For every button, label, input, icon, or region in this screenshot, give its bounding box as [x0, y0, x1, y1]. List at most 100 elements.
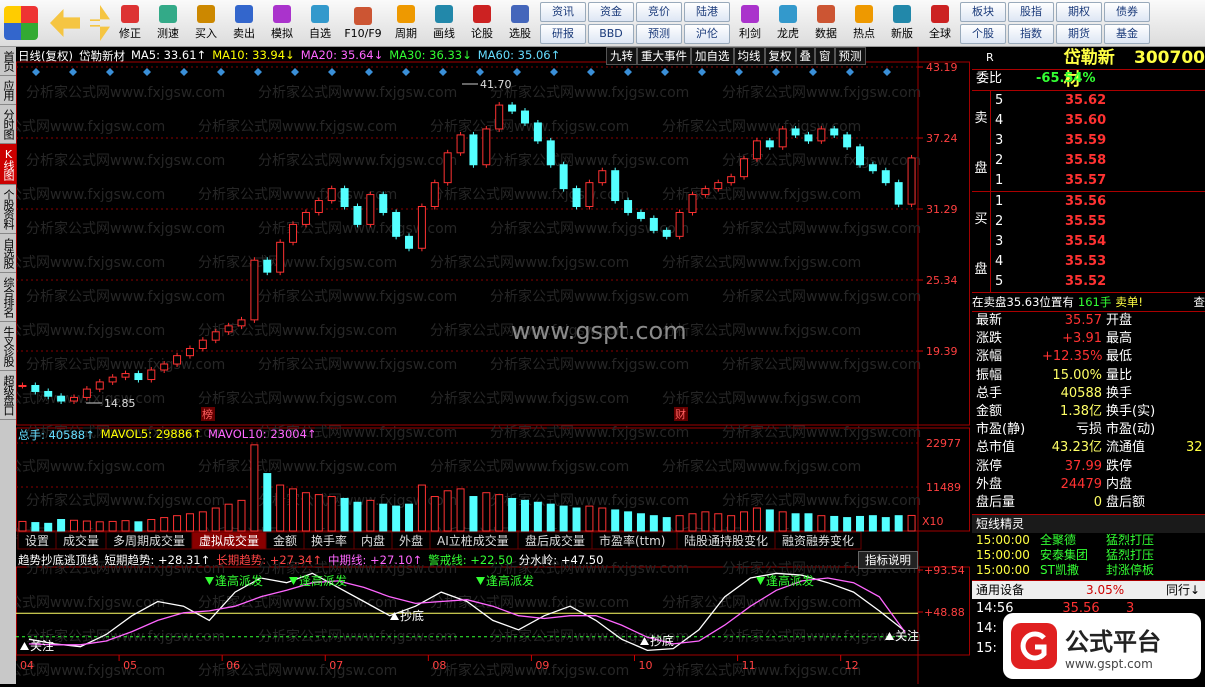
toolbar-link[interactable]: 预测: [636, 24, 682, 44]
toolbar-button[interactable]: 自选: [302, 5, 338, 41]
indicator-help[interactable]: 指标说明: [858, 551, 918, 569]
toolbar-link[interactable]: 指数: [1008, 24, 1054, 44]
watermark: 分析家公式网www.fxjgsw.com: [26, 84, 225, 101]
toolbar-button[interactable]: 测速: [150, 5, 186, 41]
chart-button[interactable]: 加自选: [691, 47, 734, 65]
toolbar-link[interactable]: 期权: [1056, 2, 1102, 22]
volume-bar: [895, 516, 902, 531]
book-level: 4: [991, 111, 1065, 131]
side-tab[interactable]: 首页: [0, 47, 16, 76]
toolbar-button[interactable]: 修正: [112, 5, 148, 41]
watermark: 分析家公式网www.fxjgsw.com: [722, 424, 921, 441]
volume-bar: [135, 522, 142, 531]
side-tab[interactable]: 牛叉诊股: [0, 322, 16, 371]
toolbar-button[interactable]: F10/F9: [340, 7, 386, 40]
volume-bar: [625, 512, 632, 531]
side-tab[interactable]: 个股资料: [0, 185, 16, 234]
chart-button[interactable]: 九转: [606, 47, 637, 65]
chart-button[interactable]: 叠: [796, 47, 816, 65]
side-tab[interactable]: 应用: [0, 76, 16, 105]
side-tab[interactable]: K线图: [0, 144, 16, 185]
side-tab[interactable]: 自选股: [0, 234, 16, 273]
indicator-tab[interactable]: 市盈率(ttm): [592, 532, 677, 549]
toolbar-button[interactable]: 画线: [426, 5, 462, 41]
tab-label: 设置: [25, 534, 49, 548]
updown-button[interactable]: [90, 5, 110, 41]
toolbar-link[interactable]: 沪伦: [684, 24, 730, 44]
indicator-tab[interactable]: 盘后成交量: [518, 532, 592, 549]
tab-label: 盘后成交量: [525, 533, 585, 548]
volume-bar: [45, 523, 52, 531]
toolbar-button[interactable]: 卖出: [226, 5, 262, 41]
candle: [779, 129, 786, 147]
indicator-tab[interactable]: 外盘: [392, 532, 430, 549]
toolbar-link[interactable]: 板块: [960, 2, 1006, 22]
watermark: 分析家公式网www.fxjgsw.com: [26, 492, 225, 509]
chart-button[interactable]: 复权: [765, 47, 796, 65]
button-icon: [817, 5, 835, 23]
candle: [264, 260, 271, 272]
indicator-tab[interactable]: 陆股通持股变化: [677, 532, 775, 549]
side-tab[interactable]: 超级盘口: [0, 371, 16, 420]
volume-bar: [702, 512, 709, 531]
indicator-tab[interactable]: 金额: [266, 532, 304, 549]
indicator-tab[interactable]: 成交量: [56, 532, 106, 549]
toolbar-button[interactable]: 热点: [846, 5, 882, 41]
event-diamond: [69, 68, 77, 76]
quote-cell: 亏损: [1042, 421, 1106, 439]
indicator-tab[interactable]: AI立桩成交量: [430, 532, 518, 549]
candle: [380, 195, 387, 213]
toolbar-link[interactable]: 资金: [588, 2, 634, 22]
toolbar-button[interactable]: 全球: [922, 5, 958, 41]
toolbar-link[interactable]: 竞价: [636, 2, 682, 22]
candle: [457, 135, 464, 153]
weibi-label: 委比: [972, 70, 1036, 90]
back-button[interactable]: [50, 9, 80, 37]
side-tab[interactable]: 分时图: [0, 105, 16, 144]
toolbar-link[interactable]: 债券: [1104, 2, 1150, 22]
indicator-tab[interactable]: 多周期成交量: [106, 532, 192, 549]
toolbar-button[interactable]: 新版: [884, 5, 920, 41]
toolbar-button[interactable]: 周期: [388, 5, 424, 41]
toolbar-link[interactable]: 资讯: [540, 2, 586, 22]
indicator-tab[interactable]: 融资融券变化: [775, 532, 861, 549]
toolbar-link[interactable]: 研报: [540, 24, 586, 44]
quote-cell: 总市值: [972, 439, 1042, 457]
side-tab[interactable]: 综合排名: [0, 273, 16, 322]
indicator-tab[interactable]: 换手率: [304, 532, 354, 549]
toolbar-button[interactable]: 龙虎: [770, 5, 806, 41]
toolbar-link[interactable]: 个股: [960, 24, 1006, 44]
toolbar-link[interactable]: BBD: [588, 24, 634, 44]
indicator-tab[interactable]: 虚拟成交量: [192, 532, 266, 549]
toolbar-button[interactable]: 选股: [502, 5, 538, 41]
indicator-tab[interactable]: 设置: [18, 532, 56, 549]
toolbar-link[interactable]: 期货: [1056, 24, 1102, 44]
toolbar-button[interactable]: 模拟: [264, 5, 300, 41]
quote-cell: 24479: [1042, 476, 1106, 494]
volume-bar: [109, 521, 116, 531]
toolbar-link[interactable]: 基金: [1104, 24, 1150, 44]
event-diamond: [106, 68, 114, 76]
chart-button[interactable]: 预测: [835, 47, 866, 65]
volume-bar: [238, 500, 245, 531]
chart-button[interactable]: 重大事件: [637, 47, 691, 65]
button-icon: [435, 5, 453, 23]
chart-button[interactable]: 均线: [734, 47, 765, 65]
watermark: 分析家公式网www.fxjgsw.com: [430, 254, 629, 271]
toolbar-button[interactable]: 数据: [808, 5, 844, 41]
toolbar-button[interactable]: 论股: [464, 5, 500, 41]
toolbar-button[interactable]: 买入: [188, 5, 224, 41]
toolbar-button[interactable]: 利剑: [732, 5, 768, 41]
signal-arrow: [476, 577, 485, 585]
indicator-tab[interactable]: 内盘: [354, 532, 392, 549]
site-watermark: www.gspt.com: [511, 317, 687, 345]
toolbar-link[interactable]: 陆港: [684, 2, 730, 22]
toolbar-link[interactable]: 股指: [1008, 2, 1054, 22]
chart-button[interactable]: 窗: [815, 47, 835, 65]
watermark: 分析家公式网www.fxjgsw.com: [430, 662, 629, 679]
button-icon: [197, 5, 215, 23]
